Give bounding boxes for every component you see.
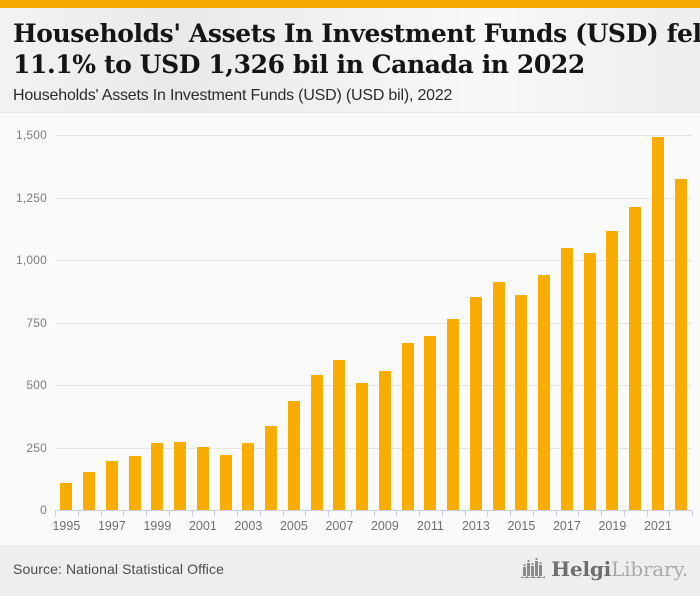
bar-1996 — [83, 472, 96, 510]
x-axis-label-2011: 2011 — [416, 519, 444, 533]
x-axis-tick — [77, 510, 79, 517]
bar-2001 — [196, 446, 209, 510]
gridline-1250 — [55, 197, 692, 199]
gridline-750 — [55, 322, 692, 324]
x-axis-tick — [237, 510, 238, 517]
bar-1998 — [128, 455, 141, 510]
bar-2020 — [629, 207, 642, 510]
gridline-1000 — [55, 260, 692, 261]
x-axis-label-2021: 2021 — [643, 519, 672, 533]
x-axis-tick — [441, 510, 443, 517]
chart-title-line-2: 11.1% to USD 1,326 bil in Canada in 2022 — [13, 50, 585, 79]
x-axis-tick — [601, 510, 602, 517]
x-axis-tick — [555, 510, 557, 517]
y-axis-label-1500: 1,500 — [15, 128, 47, 142]
x-axis-tick — [532, 510, 534, 517]
x-axis-tick — [305, 510, 307, 517]
y-axis-label-250: 250 — [26, 440, 47, 455]
x-axis-tick — [100, 510, 102, 517]
bar-2012 — [447, 318, 460, 510]
x-axis-tick — [373, 510, 375, 517]
x-axis-label-2009: 2009 — [370, 519, 399, 533]
bar-2019 — [606, 231, 619, 510]
bar-1995 — [60, 482, 73, 510]
bar-2011 — [424, 336, 437, 510]
bar-2002 — [219, 454, 232, 510]
bar-2018 — [583, 253, 596, 510]
x-axis-label-1999: 1999 — [143, 519, 172, 533]
bar-2000 — [174, 442, 187, 510]
y-axis-label-1250: 1,250 — [15, 190, 47, 205]
bar-2017 — [560, 247, 573, 510]
x-axis-tick — [259, 510, 261, 517]
x-axis-tick — [669, 510, 671, 517]
bar-1999 — [151, 443, 164, 510]
x-axis-label-2013: 2013 — [461, 519, 490, 533]
x-axis-label-2015: 2015 — [507, 519, 536, 533]
bar-2013 — [469, 297, 482, 510]
x-axis-tick — [350, 510, 352, 517]
x-axis-tick — [191, 510, 193, 517]
brand-accent-strip — [0, 0, 700, 8]
bar-2016 — [538, 274, 551, 510]
x-axis-label-2007: 2007 — [325, 519, 354, 533]
x-axis-tick — [464, 510, 466, 517]
x-axis-label-2003: 2003 — [234, 519, 263, 533]
chart-footer: Source: National Statistical Office Helg… — [0, 545, 700, 596]
x-axis-label-2005: 2005 — [279, 519, 308, 533]
bar-chart-plot-area: 0 250 500 750 1,000 1,250 1,500 1995 1997 1999 200… — [0, 113, 700, 545]
bar-2014 — [492, 282, 505, 510]
gridline-500 — [55, 385, 692, 386]
x-axis-label-2001: 2001 — [188, 519, 217, 533]
bar-2005 — [287, 400, 300, 510]
bar-2006 — [310, 375, 323, 510]
logo-word-helgi: Helgi — [551, 557, 612, 581]
bar-2004 — [265, 426, 278, 510]
bar-2015 — [515, 294, 528, 510]
x-axis-tick — [646, 510, 648, 517]
x-axis-tick — [487, 510, 489, 517]
bar-2007 — [333, 359, 346, 510]
chart-header: Households' Assets In Investment Funds (… — [0, 8, 700, 113]
x-axis-label-1995: 1995 — [52, 519, 81, 533]
x-axis-label-1997: 1997 — [97, 519, 126, 533]
x-axis-tick — [55, 510, 56, 517]
x-axis-tick — [214, 510, 216, 517]
source-attribution: Source: National Statistical Office — [13, 561, 225, 577]
gridline-1500 — [55, 135, 692, 136]
bar-1997 — [105, 460, 118, 510]
x-axis-tick — [328, 510, 329, 517]
y-axis-label-750: 750 — [26, 315, 47, 330]
x-axis-label-2017: 2017 — [552, 519, 581, 533]
x-axis-tick — [146, 510, 147, 517]
bar-2010 — [401, 343, 414, 510]
x-axis-tick — [396, 510, 398, 517]
bar-2022 — [674, 178, 687, 510]
logo-wordmark: HelgiLibrary. — [551, 557, 688, 581]
x-axis-tick — [282, 510, 284, 517]
x-axis-label-2019: 2019 — [598, 519, 627, 533]
bar-2008 — [356, 383, 369, 510]
x-axis-tick — [510, 510, 511, 517]
bar-2003 — [242, 442, 255, 510]
y-axis-label-0: 0 — [40, 503, 47, 517]
x-axis-tick — [692, 510, 693, 517]
helgi-library-logo: HelgiLibrary. — [520, 557, 688, 581]
logo-word-library: Library. — [611, 557, 688, 581]
bar-2009 — [378, 371, 391, 510]
y-axis-label-1000: 1,000 — [15, 253, 47, 267]
chart-subtitle: Households' Assets In Investment Funds (… — [13, 87, 453, 104]
x-axis-tick — [578, 510, 580, 517]
y-axis-label-500: 500 — [26, 378, 47, 392]
bar-chart-logo-icon — [521, 557, 546, 578]
gridline-250 — [55, 447, 692, 449]
x-axis-tick — [168, 510, 170, 517]
x-axis-tick — [123, 510, 125, 517]
x-axis-tick — [419, 510, 420, 517]
x-axis-tick — [623, 510, 625, 517]
chart-title-line-1: Households' Assets In Investment Funds (… — [13, 19, 700, 48]
bar-2021 — [651, 137, 664, 510]
